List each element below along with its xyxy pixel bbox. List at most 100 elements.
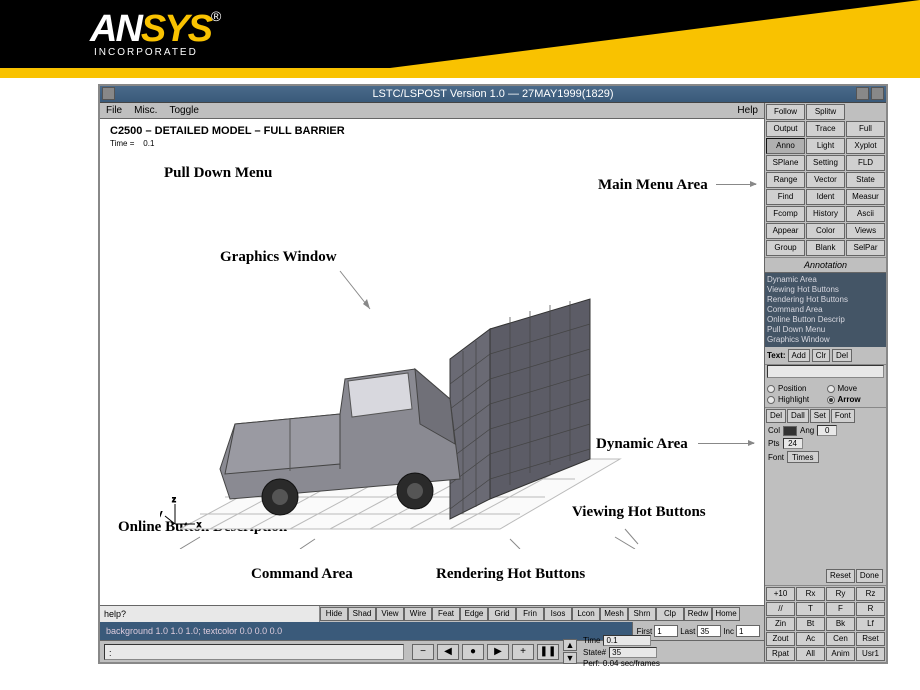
graphics-window[interactable]: C2500 – DETAILED MODEL – FULL BARRIER Ti…	[100, 119, 764, 605]
annotation-list[interactable]: Dynamic AreaViewing Hot ButtonsRendering…	[765, 273, 886, 347]
stepback-button[interactable]: ◀	[437, 644, 459, 660]
pause-button[interactable]: ❚❚	[537, 644, 559, 660]
rewind-button[interactable]: −	[412, 644, 434, 660]
view-bk[interactable]: Bk	[826, 617, 855, 631]
menu-anno[interactable]: Anno	[766, 138, 805, 154]
menu-follow[interactable]: Follow	[766, 104, 805, 120]
font-dropdown[interactable]: Times	[787, 451, 818, 463]
window-menu-icon[interactable]	[102, 87, 115, 100]
hot-isos[interactable]: Isos	[544, 607, 572, 621]
menu-fld[interactable]: FLD	[846, 155, 885, 171]
inc-input[interactable]	[736, 625, 760, 637]
view-bt[interactable]: Bt	[796, 617, 825, 631]
view-anim[interactable]: Anim	[826, 647, 855, 661]
hot-wire[interactable]: Wire	[404, 607, 432, 621]
angle-value[interactable]: 0	[817, 425, 837, 436]
menu-help[interactable]: Help	[737, 105, 758, 116]
view-zout[interactable]: Zout	[766, 632, 795, 646]
menu-measur[interactable]: Measur	[846, 189, 885, 205]
dall-button[interactable]: Dall	[787, 409, 809, 423]
hot-clp[interactable]: Clp	[656, 607, 684, 621]
menu-toggle[interactable]: Toggle	[169, 105, 198, 116]
view-zin[interactable]: Zin	[766, 617, 795, 631]
radio-highlight[interactable]: Highlight	[767, 395, 825, 404]
menu-xyplot[interactable]: Xyplot	[846, 138, 885, 154]
view-10[interactable]: +10	[766, 587, 795, 601]
view-rset[interactable]: Rset	[856, 632, 885, 646]
radio-position[interactable]: Position	[767, 384, 825, 393]
set-button[interactable]: Set	[810, 409, 830, 423]
hot-shad[interactable]: Shad	[348, 607, 376, 621]
hot-frin[interactable]: Frin	[516, 607, 544, 621]
menu-setting[interactable]: Setting	[806, 155, 845, 171]
anno-item[interactable]: Pull Down Menu	[767, 325, 884, 335]
menu-range[interactable]: Range	[766, 172, 805, 188]
menu-color[interactable]: Color	[806, 223, 845, 239]
view-usr1[interactable]: Usr1	[856, 647, 885, 661]
view-rx[interactable]: Rx	[796, 587, 825, 601]
hot-hide[interactable]: Hide	[320, 607, 348, 621]
menu-trace[interactable]: Trace	[806, 121, 845, 137]
anno-item[interactable]: Graphics Window	[767, 335, 884, 345]
view-t[interactable]: T	[796, 602, 825, 616]
font-button[interactable]: Font	[831, 409, 855, 423]
command-prompt[interactable]: :	[104, 644, 404, 660]
up-button[interactable]: ▲	[563, 639, 577, 651]
radio-arrow[interactable]: Arrow	[827, 395, 885, 404]
menu-ident[interactable]: Ident	[806, 189, 845, 205]
menu-blank[interactable]: Blank	[806, 240, 845, 256]
minimize-button[interactable]	[856, 87, 869, 100]
text-del-button[interactable]: Del	[832, 349, 852, 362]
menu-output[interactable]: Output	[766, 121, 805, 137]
view-rz[interactable]: Rz	[856, 587, 885, 601]
anno-item[interactable]: Rendering Hot Buttons	[767, 295, 884, 305]
view-cen[interactable]: Cen	[826, 632, 855, 646]
menu-fcomp[interactable]: Fcomp	[766, 206, 805, 222]
view-ac[interactable]: Ac	[796, 632, 825, 646]
pts-value[interactable]: 24	[783, 438, 803, 449]
anno-item[interactable]: Online Button Descrip	[767, 315, 884, 325]
hot-view[interactable]: View	[376, 607, 404, 621]
stepfwd-button[interactable]: +	[512, 644, 534, 660]
done-button[interactable]: Done	[856, 569, 883, 583]
menu-misc[interactable]: Misc.	[134, 105, 157, 116]
menu-history[interactable]: History	[806, 206, 845, 222]
menu-full[interactable]: Full	[846, 121, 885, 137]
menu-file[interactable]: File	[106, 105, 122, 116]
menu-ascii[interactable]: Ascii	[846, 206, 885, 222]
hot-home[interactable]: Home	[712, 607, 740, 621]
hot-feat[interactable]: Feat	[432, 607, 460, 621]
text-add-button[interactable]: Add	[788, 349, 810, 362]
del-button[interactable]: Del	[766, 409, 786, 423]
view-rpat[interactable]: Rpat	[766, 647, 795, 661]
hot-shrn[interactable]: Shrn	[628, 607, 656, 621]
anno-item[interactable]: Command Area	[767, 305, 884, 315]
reset-button[interactable]: Reset	[826, 569, 855, 583]
stop-button[interactable]: ●	[462, 644, 484, 660]
view-ry[interactable]: Ry	[826, 587, 855, 601]
menu-vector[interactable]: Vector	[806, 172, 845, 188]
text-clr-button[interactable]: Clr	[812, 349, 830, 362]
play-button[interactable]: ▶	[487, 644, 509, 660]
view-r[interactable]: R	[856, 602, 885, 616]
last-input[interactable]	[697, 625, 721, 637]
menu-light[interactable]: Light	[806, 138, 845, 154]
annotation-text-input[interactable]	[767, 365, 884, 378]
menu-group[interactable]: Group	[766, 240, 805, 256]
hot-grid[interactable]: Grid	[488, 607, 516, 621]
menu-splane[interactable]: SPlane	[766, 155, 805, 171]
hot-edge[interactable]: Edge	[460, 607, 488, 621]
radio-move[interactable]: Move	[827, 384, 885, 393]
maximize-button[interactable]	[871, 87, 884, 100]
view-lf[interactable]: Lf	[856, 617, 885, 631]
menu-appear[interactable]: Appear	[766, 223, 805, 239]
menu-splitw[interactable]: Splitw	[806, 104, 845, 120]
down-button[interactable]: ▼	[563, 652, 577, 664]
anno-item[interactable]: Viewing Hot Buttons	[767, 285, 884, 295]
menu-find[interactable]: Find	[766, 189, 805, 205]
view-all[interactable]: All	[796, 647, 825, 661]
anno-item[interactable]: Dynamic Area	[767, 275, 884, 285]
hot-redw[interactable]: Redw	[684, 607, 712, 621]
hot-lcon[interactable]: Lcon	[572, 607, 600, 621]
menu-selpar[interactable]: SelPar	[846, 240, 885, 256]
